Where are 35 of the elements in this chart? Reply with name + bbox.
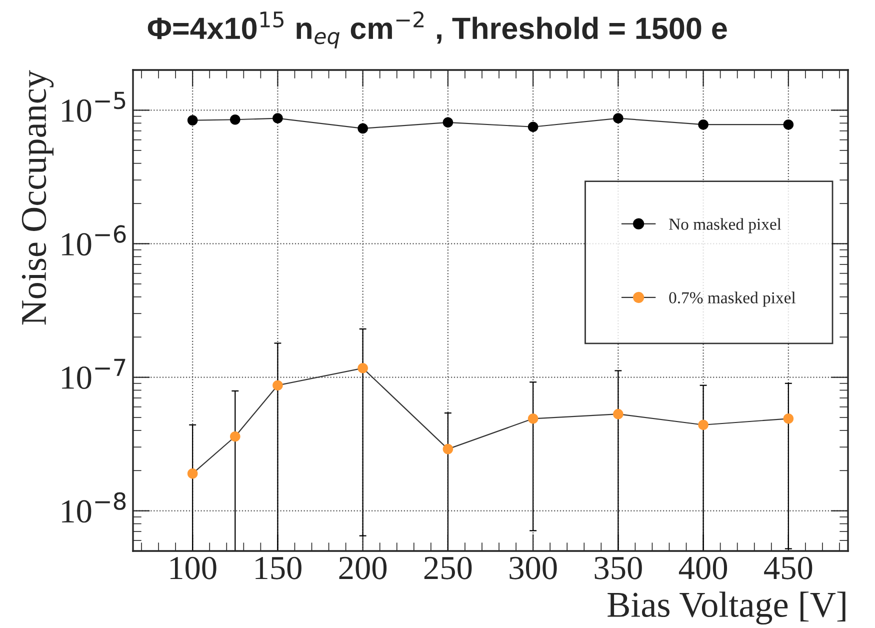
- x-tick-label: 150: [256, 556, 302, 580]
- x-tick-label: 200: [339, 556, 387, 580]
- y-tick-label: 10$^{−5}$: [62, 92, 126, 122]
- y-tick-label: 10$^{−6}$: [62, 225, 126, 256]
- point: [528, 122, 538, 132]
- x-tick-label: 450: [764, 556, 812, 580]
- point: [528, 413, 538, 424]
- point: [187, 468, 198, 479]
- point: [272, 113, 283, 124]
- point: [698, 119, 708, 130]
- point: [230, 114, 240, 125]
- x-tick-label: 350: [594, 556, 642, 580]
- x-axis-title: Bias Voltage [V]: [608, 592, 846, 624]
- point: [442, 117, 454, 128]
- legend-label: 0.7% masked pixel: [669, 292, 796, 307]
- point: [358, 363, 368, 374]
- point: [613, 408, 624, 420]
- point: [442, 444, 454, 454]
- point: [783, 413, 794, 424]
- point: [613, 113, 624, 124]
- point: [187, 115, 198, 126]
- x-tick-label: 400: [678, 556, 728, 580]
- point: [230, 431, 240, 442]
- point: [783, 119, 794, 130]
- chart-title: Φ=4x10$^{15}$ n$_{eq}$ cm$^{−2}$ , Threshold = 1500 e: [148, 11, 727, 48]
- x-tick-label: 100: [170, 556, 216, 580]
- point: [272, 380, 283, 390]
- x-tick-label: 250: [424, 556, 472, 580]
- point: [698, 420, 708, 430]
- point: [358, 123, 368, 134]
- x-tick-label: 300: [510, 556, 557, 580]
- y-tick-label: 10$^{−7}$: [62, 358, 126, 389]
- legend-label: No masked pixel: [669, 218, 782, 234]
- y-axis-title: Noise Occupancy: [22, 70, 54, 325]
- y-tick-label: 10$^{−8}$: [62, 492, 126, 523]
